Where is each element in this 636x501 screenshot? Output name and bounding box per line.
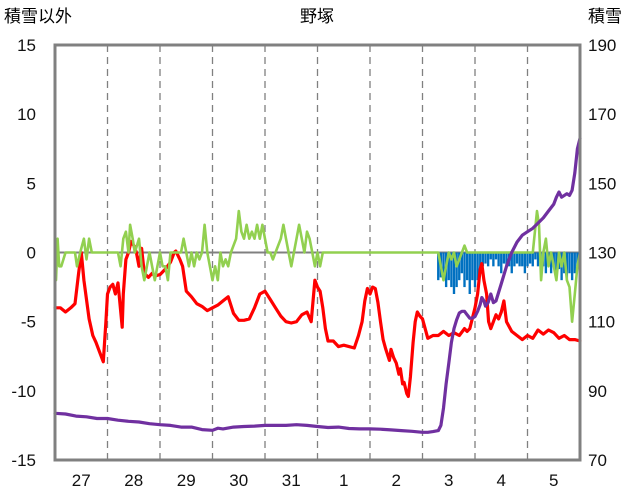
chart-title: 野塚 bbox=[300, 7, 334, 27]
temperature-line bbox=[53, 239, 582, 398]
precipitation-bar-45 bbox=[555, 252, 558, 274]
precipitation-bar-41 bbox=[544, 252, 548, 274]
series-lines bbox=[53, 136, 582, 434]
precipitation-bar-29 bbox=[513, 252, 516, 267]
precipitation-bar-6 bbox=[452, 252, 456, 294]
plot-border bbox=[53, 43, 582, 462]
precipitation-bar-18 bbox=[484, 252, 487, 264]
precipitation-bar-8 bbox=[458, 252, 461, 281]
precipitation-bar-37 bbox=[534, 252, 537, 260]
right-tick-label-90: 90 bbox=[588, 382, 607, 401]
left-tick-label-10: 10 bbox=[17, 105, 36, 124]
precipitation-bar-10 bbox=[463, 252, 466, 288]
left-tick-label--10: -10 bbox=[11, 382, 36, 401]
precipitation-bar-25 bbox=[502, 252, 506, 264]
x-tick-labels: 27 28 29 30 31 1 2 3 4 5 bbox=[72, 471, 559, 490]
precipitation-bar-11 bbox=[465, 252, 469, 281]
precipitation-bar-17 bbox=[481, 252, 485, 267]
precipitation-bar-31 bbox=[518, 252, 521, 267]
x-tick-label-4: 4 bbox=[497, 471, 506, 490]
right-tick-labels: 70 90 110 130 150 170 190 bbox=[588, 36, 616, 470]
precipitation-bar-32 bbox=[521, 252, 524, 267]
precipitation-bar-52 bbox=[573, 252, 576, 274]
precipitation-bar-7 bbox=[455, 252, 458, 288]
left-tick-label--15: -15 bbox=[11, 451, 36, 470]
precipitation-bar-5 bbox=[450, 252, 453, 288]
x-tick-label-5: 5 bbox=[549, 471, 558, 490]
precipitation-bar-20 bbox=[489, 252, 492, 260]
x-tick-label-29: 29 bbox=[177, 471, 196, 490]
precipitation-bar-12 bbox=[468, 252, 471, 294]
precipitation-bar-36 bbox=[531, 252, 534, 267]
precipitation-bar-19 bbox=[486, 252, 490, 267]
precipitation-bar-21 bbox=[492, 252, 495, 267]
right-tick-label-150: 150 bbox=[588, 174, 616, 193]
precipitation-bar-24 bbox=[500, 252, 503, 274]
precipitation-bar-23 bbox=[497, 252, 500, 267]
precipitation-bar-51 bbox=[570, 252, 574, 281]
plot-frame bbox=[53, 43, 582, 462]
x-tick-label-1: 1 bbox=[339, 471, 348, 490]
right-tick-label-70: 70 bbox=[588, 451, 607, 470]
x-tick-label-3: 3 bbox=[444, 471, 453, 490]
right-tick-label-190: 190 bbox=[588, 36, 616, 55]
precipitation-bar-0 bbox=[437, 252, 440, 281]
right-axis-label: 積雪 bbox=[588, 7, 622, 27]
precipitation-bar-33 bbox=[523, 252, 527, 274]
precipitation-bar-38 bbox=[536, 252, 540, 267]
precipitation-bar-2 bbox=[442, 252, 445, 281]
right-tick-label-110: 110 bbox=[588, 313, 615, 332]
precipitation-bar-35 bbox=[528, 252, 532, 264]
x-tick-label-2: 2 bbox=[392, 471, 401, 490]
precipitation-bar-43 bbox=[549, 252, 553, 274]
left-tick-label--5: -5 bbox=[21, 313, 36, 332]
right-tick-label-130: 130 bbox=[588, 244, 616, 263]
x-tick-label-31: 31 bbox=[282, 471, 301, 490]
precipitation-bar-16 bbox=[479, 252, 482, 274]
x-tick-label-28: 28 bbox=[124, 471, 143, 490]
snow_depth-line bbox=[53, 136, 582, 434]
precipitation-bar-22 bbox=[494, 252, 498, 260]
precipitation-bar-13 bbox=[471, 252, 474, 281]
left-axis-label: 積雪以外 bbox=[4, 7, 72, 27]
left-tick-label-15: 15 bbox=[17, 36, 36, 55]
precipitation-bar-9 bbox=[460, 252, 464, 274]
x-tick-label-27: 27 bbox=[72, 471, 91, 490]
precipitation-bar-34 bbox=[526, 252, 529, 267]
precipitation-bar-14 bbox=[473, 252, 477, 288]
left-tick-label-0: 0 bbox=[27, 244, 36, 263]
precipitation-bar-50 bbox=[568, 252, 571, 274]
wind-line bbox=[53, 209, 582, 323]
precipitation-bar-4 bbox=[447, 252, 450, 281]
left-tick-label-5: 5 bbox=[27, 174, 36, 193]
x-tick-label-30: 30 bbox=[229, 471, 248, 490]
precipitation-bar-30 bbox=[515, 252, 519, 264]
precipitation-bar-26 bbox=[505, 252, 508, 267]
precipitation-bar-15 bbox=[476, 252, 479, 281]
precipitation-bar-28 bbox=[510, 252, 513, 274]
left-tick-labels: -15 -10 -5 0 5 10 15 bbox=[11, 36, 36, 470]
right-tick-label-170: 170 bbox=[588, 105, 616, 124]
